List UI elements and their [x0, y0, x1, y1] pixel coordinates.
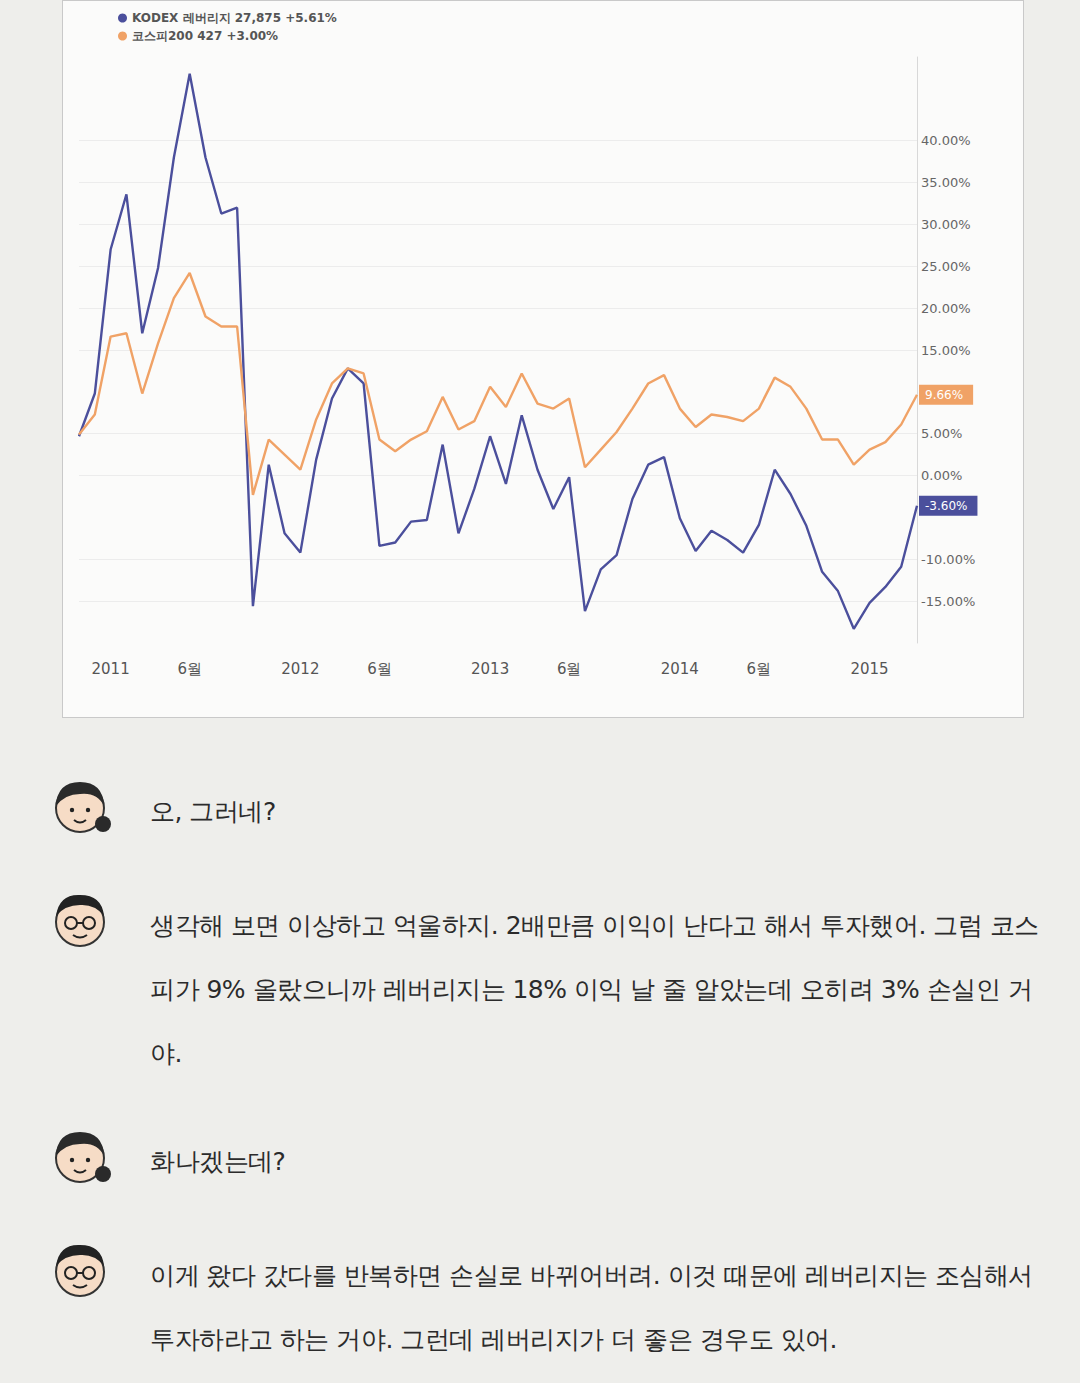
- svg-text:9.66%: 9.66%: [925, 388, 963, 402]
- svg-text:6월: 6월: [557, 660, 582, 678]
- svg-text:2015: 2015: [850, 660, 888, 678]
- svg-text:30.00%: 30.00%: [921, 217, 971, 232]
- svg-text:6월: 6월: [177, 660, 202, 678]
- html-text:화나겠는데?: 화나겠는데?: [150, 1147, 286, 1176]
- svg-text:KODEX 레버리지 27,875 +5.61%: KODEX 레버리지 27,875 +5.61%: [132, 11, 337, 25]
- svg-text:코스피200 427 +3.00%: 코스피200 427 +3.00%: [132, 29, 278, 43]
- svg-text:20.00%: 20.00%: [921, 301, 971, 316]
- html-text:이게 왔다 갔다를 반복하면 손실로 바뀌어버려. 이것 때: 이게 왔다 갔다를 반복하면 손실로 바뀌어버려. 이것 때문에 레버리지는 조…: [150, 1261, 1033, 1354]
- svg-text:2012: 2012: [281, 660, 319, 678]
- svg-text:5.00%: 5.00%: [921, 426, 962, 441]
- svg-text:35.00%: 35.00%: [921, 175, 971, 190]
- svg-text:-15.00%: -15.00%: [921, 594, 975, 609]
- svg-text:6월: 6월: [747, 660, 772, 678]
- svg-text:40.00%: 40.00%: [921, 133, 971, 148]
- svg-text:-10.00%: -10.00%: [921, 552, 975, 567]
- svg-text:15.00%: 15.00%: [921, 343, 971, 358]
- html-text:생각해 보면 이상하고 억울하지. 2배만큼 이익이 난다고: 생각해 보면 이상하고 억울하지. 2배만큼 이익이 난다고 해서 투자했어. …: [150, 911, 1039, 1068]
- svg-text:2013: 2013: [471, 660, 509, 678]
- svg-text:2014: 2014: [661, 660, 699, 678]
- svg-text:-3.60%: -3.60%: [925, 499, 967, 513]
- svg-text:25.00%: 25.00%: [921, 259, 971, 274]
- svg-text:6월: 6월: [367, 660, 392, 678]
- html-text:오, 그러네?: 오, 그러네?: [150, 797, 276, 826]
- svg-text:2011: 2011: [92, 660, 130, 678]
- svg-text:0.00%: 0.00%: [921, 468, 962, 483]
